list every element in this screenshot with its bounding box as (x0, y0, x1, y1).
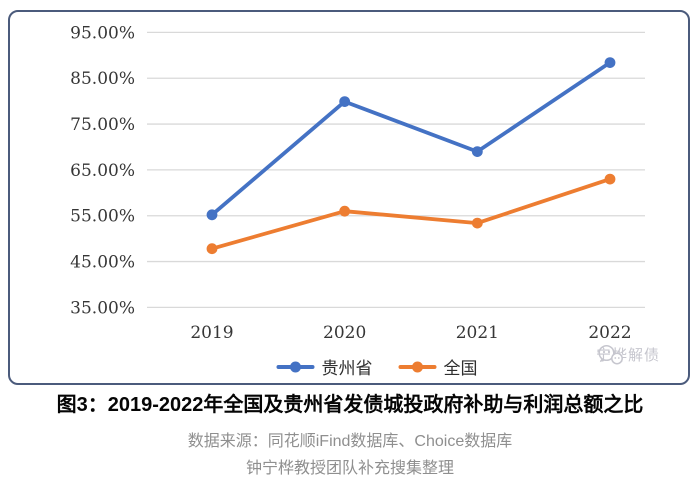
legend-marker-dot (290, 361, 301, 372)
y-axis-tick-label: 55.00% (70, 207, 135, 227)
data-source-line: 数据来源：同花顺iFind数据库、Choice数据库 (187, 433, 513, 450)
y-axis-tick-label: 95.00% (70, 23, 135, 43)
data-point (339, 96, 351, 107)
y-axis-tick-label: 45.00% (70, 253, 135, 273)
data-point (604, 57, 616, 68)
watermark: 宁桦解债 (596, 344, 660, 365)
data-point (339, 205, 351, 217)
data-point (604, 173, 616, 185)
y-axis-tick-label: 85.00% (70, 69, 135, 89)
data-point (471, 146, 483, 158)
series-line (210, 60, 612, 217)
data-point (206, 209, 218, 221)
x-axis-tick-label: 2020 (323, 323, 366, 343)
legend-item-national: 全国 (398, 354, 478, 379)
chart-legend: 贵州省 全国 (276, 354, 478, 379)
line-chart-svg: 95.00% 85.00% 75.00% 65.00% 55.00% 45.00% 35.0… (70, 23, 645, 343)
legend-label-guizhou: 贵州省 (321, 359, 373, 378)
legend-marker-line (398, 361, 437, 372)
data-point (206, 243, 218, 255)
legend-item-guizhou: 贵州省 (276, 354, 373, 379)
y-axis-tick-label: 65.00% (70, 161, 135, 181)
legend-marker-line (276, 361, 315, 372)
series-line (210, 177, 612, 251)
y-axis-tick-label: 75.00% (70, 115, 135, 135)
wechat-chat-bubbles-icon (598, 344, 623, 365)
x-axis-tick-label: 2019 (190, 323, 233, 343)
chart-frame: 95.00% 85.00% 75.00% 65.00% 55.00% 45.00% 35.0… (8, 10, 690, 385)
y-axis-tick-label: 35.00% (70, 298, 135, 318)
x-axis-tick-label: 2021 (456, 323, 499, 343)
legend-marker-dot (412, 361, 423, 372)
x-axis-tick-label: 2022 (588, 323, 631, 343)
figure-caption-title: 图3：2019-2022年全国及贵州省发债城投政府补助与利润总额之比 (56, 394, 644, 416)
data-source-credit-line: 钟宁桦教授团队补充搜集整理 (245, 460, 454, 477)
data-point (471, 217, 483, 229)
legend-label-national: 全国 (443, 359, 478, 378)
